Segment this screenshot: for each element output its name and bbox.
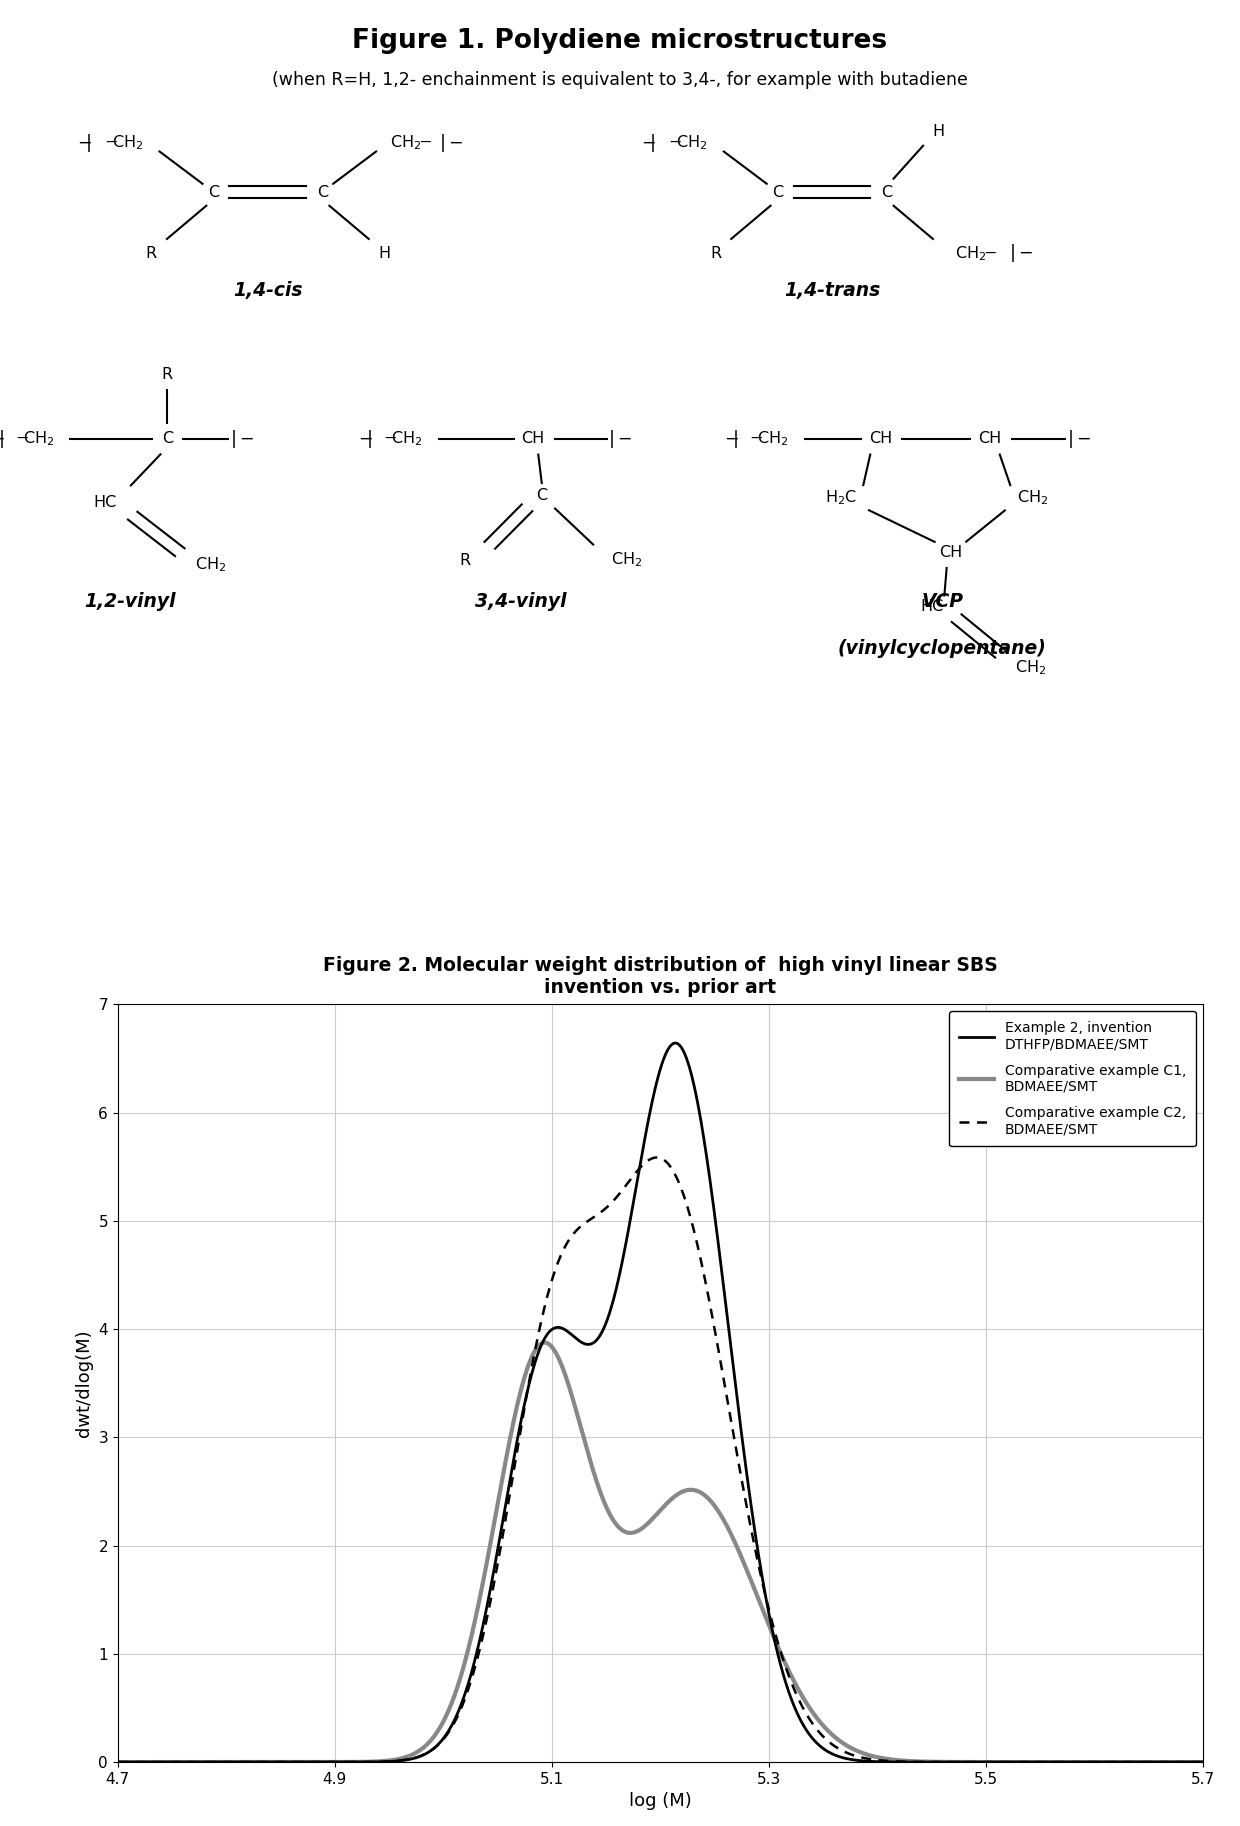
Text: C: C: [773, 184, 782, 199]
Text: C: C: [317, 184, 327, 199]
Text: $\mathregular{CH_2}$: $\mathregular{CH_2}$: [1017, 489, 1049, 508]
Text: 1,4-trans: 1,4-trans: [784, 281, 880, 301]
Text: $\mathregular{-\!\!|}$: $\mathregular{-\!\!|}$: [77, 131, 92, 153]
Text: VCP: VCP: [921, 592, 963, 612]
Text: R: R: [460, 553, 470, 568]
Text: 1,4-cis: 1,4-cis: [233, 281, 303, 301]
Text: $\mathregular{-\!\!|}$: $\mathregular{-\!\!|}$: [641, 131, 656, 153]
Text: $\mathregular{CH_2}$: $\mathregular{CH_2}$: [1016, 657, 1047, 677]
X-axis label: log (M): log (M): [629, 1793, 692, 1810]
Text: $\mathregular{-\!\!|}$: $\mathregular{-\!\!|}$: [724, 427, 739, 449]
Text: (when R=H, 1,2- enchainment is equivalent to 3,4-, for example with butadiene: (when R=H, 1,2- enchainment is equivalen…: [272, 71, 968, 89]
Text: R: R: [711, 247, 720, 261]
Text: $\mathregular{|-}$: $\mathregular{|-}$: [229, 427, 254, 449]
Text: CH: CH: [978, 431, 1001, 446]
Text: R: R: [162, 367, 172, 382]
Text: H: H: [932, 124, 945, 139]
Text: R: R: [146, 247, 156, 261]
Text: HC: HC: [94, 495, 117, 511]
Legend: Example 2, invention
DTHFP/BDMAEE/SMT, Comparative example C1,
BDMAEE/SMT, Compa: Example 2, invention DTHFP/BDMAEE/SMT, C…: [949, 1012, 1195, 1147]
Text: $\mathregular{CH_2\!\!-}$: $\mathregular{CH_2\!\!-}$: [391, 133, 433, 152]
Text: $\mathregular{-\!\!|}$: $\mathregular{-\!\!|}$: [0, 427, 5, 449]
Text: $\mathregular{CH_2}$: $\mathregular{CH_2}$: [610, 551, 642, 570]
Text: H: H: [378, 247, 391, 261]
Text: $\mathregular{-\!\!CH_2}$: $\mathregular{-\!\!CH_2}$: [383, 429, 423, 447]
Text: $\mathregular{-\!\!|}$: $\mathregular{-\!\!|}$: [358, 427, 373, 449]
Text: C: C: [208, 184, 218, 199]
Text: $\mathregular{CH_2\!\!-}$: $\mathregular{CH_2\!\!-}$: [955, 245, 997, 263]
Title: Figure 2. Molecular weight distribution of  high vinyl linear SBS
invention vs. : Figure 2. Molecular weight distribution …: [322, 957, 998, 997]
Text: CH: CH: [869, 431, 892, 446]
Text: $\mathregular{-\!\!CH_2}$: $\mathregular{-\!\!CH_2}$: [749, 429, 789, 447]
Text: $\mathregular{-\!\!CH_2}$: $\mathregular{-\!\!CH_2}$: [668, 133, 708, 152]
Y-axis label: dwt/dlog(M): dwt/dlog(M): [74, 1329, 93, 1437]
Text: Figure 1. Polydiene microstructures: Figure 1. Polydiene microstructures: [352, 27, 888, 53]
Text: $\mathregular{CH_2}$: $\mathregular{CH_2}$: [195, 555, 227, 575]
Text: C: C: [537, 489, 547, 504]
Text: C: C: [882, 184, 892, 199]
Text: $\mathregular{H_2C}$: $\mathregular{H_2C}$: [825, 489, 857, 508]
Text: $\mathregular{|-}$: $\mathregular{|-}$: [1008, 243, 1033, 265]
Text: CH: CH: [939, 544, 962, 561]
Text: 1,2-vinyl: 1,2-vinyl: [84, 592, 176, 612]
Text: $\mathregular{-\!\!CH_2}$: $\mathregular{-\!\!CH_2}$: [104, 133, 144, 152]
Text: (vinylcyclopentane): (vinylcyclopentane): [838, 639, 1047, 659]
Text: $\mathregular{|-}$: $\mathregular{|-}$: [608, 427, 632, 449]
Text: 3,4-vinyl: 3,4-vinyl: [475, 592, 567, 612]
Text: $\mathregular{|-}$: $\mathregular{|-}$: [1066, 427, 1091, 449]
Text: C: C: [162, 431, 172, 446]
Text: CH: CH: [522, 431, 544, 446]
Text: $\mathregular{|-}$: $\mathregular{|-}$: [439, 131, 464, 153]
Text: HC: HC: [920, 599, 944, 614]
Text: $\mathregular{-\!\!CH_2}$: $\mathregular{-\!\!CH_2}$: [15, 429, 55, 447]
